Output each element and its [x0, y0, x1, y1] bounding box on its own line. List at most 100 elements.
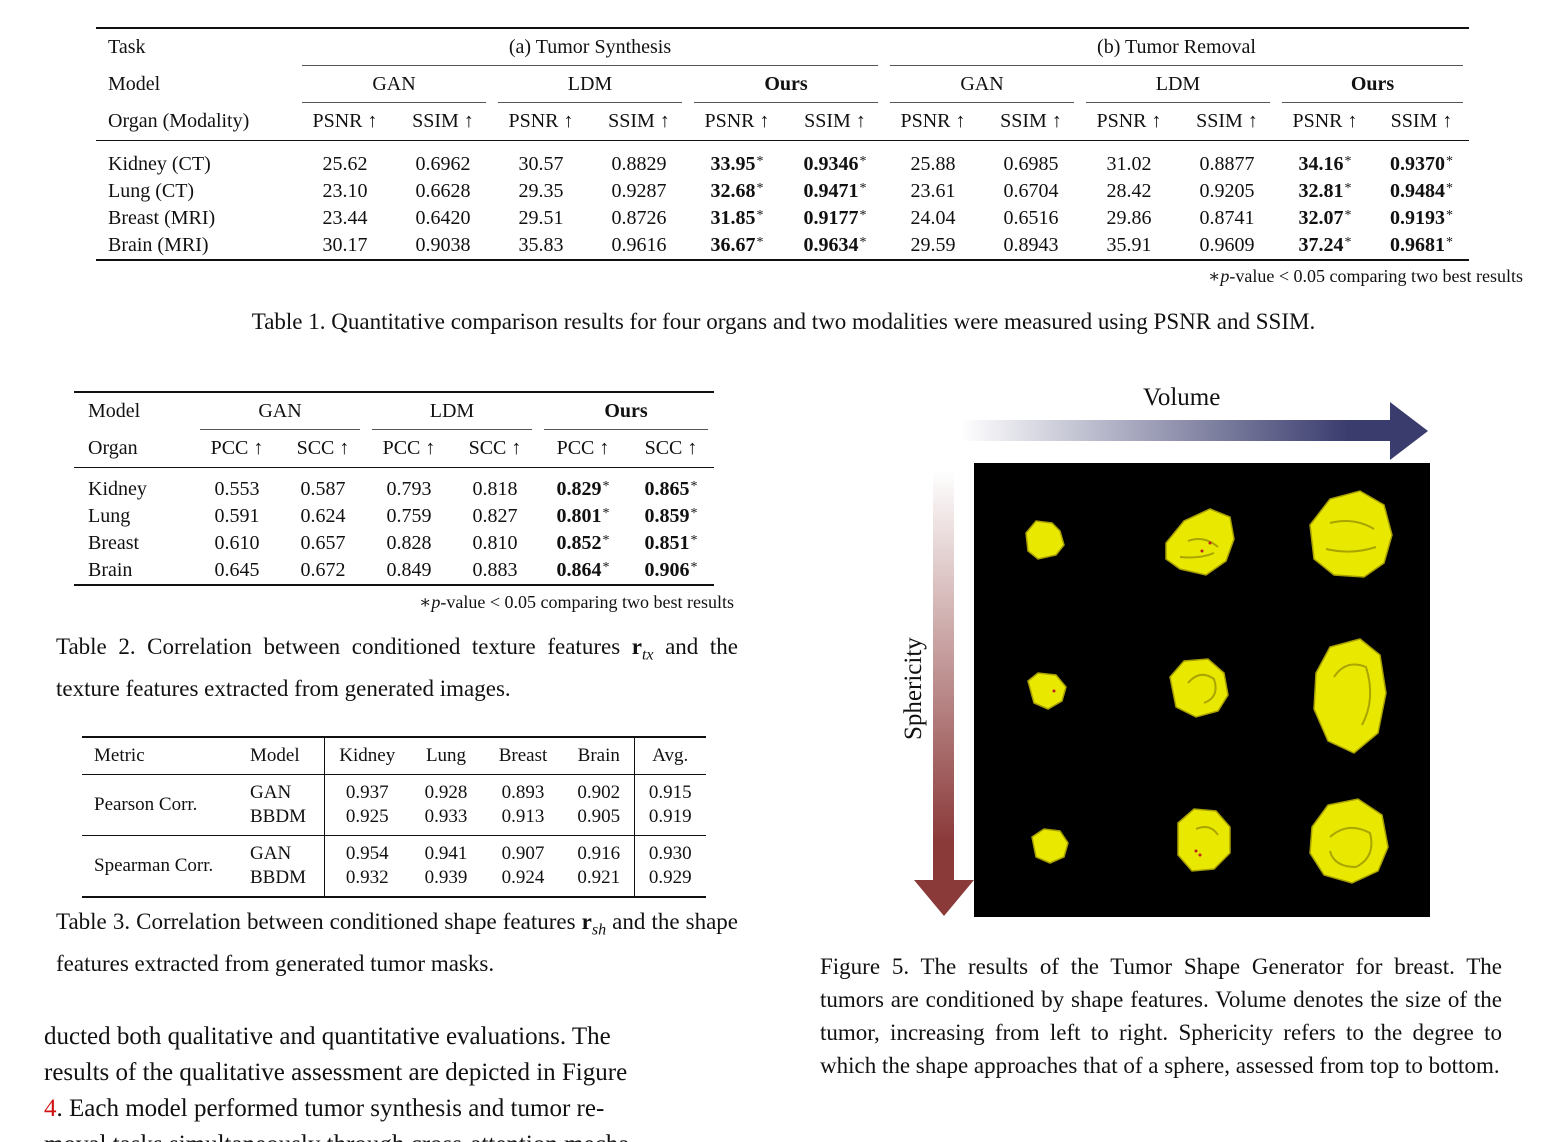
- value-cell: 0.851*: [644, 532, 698, 554]
- value-cell: 0.932: [323, 866, 410, 897]
- value-cell: 32.68*: [710, 180, 764, 202]
- value-cell: 28.42: [1106, 180, 1152, 202]
- task-label: Task: [108, 36, 146, 58]
- metric-header: PSNR ↑: [688, 103, 786, 141]
- metric-header: SCC ↑: [628, 430, 714, 468]
- organ-cell: Breast (MRI): [108, 207, 216, 229]
- figure-ref-link[interactable]: 4: [44, 1095, 57, 1122]
- value-cell: 31.02: [1106, 153, 1152, 175]
- value-cell: 25.88: [910, 153, 956, 175]
- organ-label: Organ: [74, 430, 194, 468]
- tumor-medium-low-sphericity: [1165, 508, 1235, 576]
- metric-header: SSIM ↑: [394, 103, 492, 141]
- metric-header: PSNR ↑: [1080, 103, 1178, 141]
- value-cell: 35.83: [518, 234, 564, 256]
- value-cell: 0.9484*: [1390, 180, 1453, 202]
- value-cell: 31.85*: [710, 207, 764, 229]
- metric-cell: Spearman Corr.: [82, 835, 238, 897]
- value-cell: 0.8943: [1003, 234, 1059, 256]
- table-row: Spearman Corr. GAN 0.954 0.941 0.907 0.916 0.9…: [82, 835, 706, 897]
- value-cell: 0.827: [472, 505, 518, 527]
- value-cell: 0.610: [214, 532, 260, 554]
- value-cell: 30.17: [322, 234, 368, 256]
- model-header-ldm: LDM: [492, 66, 688, 103]
- metric-cell: Pearson Corr.: [94, 794, 198, 815]
- table-2-caption: Table 2. Correlation between conditioned…: [56, 634, 738, 701]
- value-cell: 0.906*: [644, 559, 698, 581]
- value-cell: 0.941: [410, 835, 482, 866]
- table-row: Lung 0.591 0.624 0.759 0.827 0.801* 0.859*: [74, 503, 714, 530]
- value-cell: 0.8829: [611, 153, 667, 175]
- value-cell: 34.16*: [1298, 153, 1352, 175]
- value-cell: 29.59: [910, 234, 956, 256]
- value-cell: 0.672: [300, 559, 346, 581]
- value-cell: 0.9471*: [803, 180, 867, 202]
- sphericity-axis-label: Sphericity: [900, 637, 927, 740]
- value-cell: 30.57: [518, 153, 564, 175]
- sphericity-arrow: [914, 470, 974, 916]
- organ-cell: Brain: [88, 559, 133, 581]
- value-cell: 36.67*: [710, 234, 764, 256]
- model-cell: GAN: [238, 835, 324, 866]
- value-cell: 0.849: [386, 559, 432, 581]
- value-cell: 0.624: [300, 505, 346, 527]
- value-cell: 23.44: [322, 207, 368, 229]
- value-cell: 0.954: [323, 835, 410, 866]
- tumor-large-low-sphericity: [1309, 490, 1393, 578]
- volume-arrow: [960, 402, 1428, 460]
- value-cell: 0.939: [424, 867, 468, 888]
- tumor-medium-medium-sphericity: [1169, 658, 1229, 718]
- value-cell: 0.907: [482, 835, 564, 866]
- value-cell: 0.9634*: [803, 234, 867, 256]
- value-cell: 33.95*: [710, 153, 764, 175]
- group-a-header: (a) Tumor Synthesis: [296, 28, 884, 66]
- value-cell: 0.902: [577, 782, 621, 803]
- value-cell: 37.24*: [1298, 234, 1352, 256]
- model-label: Model: [108, 73, 161, 95]
- model-header-gan: GAN: [884, 66, 1080, 103]
- value-cell: 29.35: [518, 180, 564, 202]
- value-cell: 0.8726: [611, 207, 667, 229]
- table-row: Kidney 0.553 0.587 0.793 0.818 0.829* 0.865*: [74, 468, 714, 504]
- header-metric: Metric: [94, 745, 145, 766]
- value-cell: 0.553: [214, 478, 260, 500]
- model-header-ours: Ours: [688, 66, 884, 103]
- value-cell: 0.657: [300, 532, 346, 554]
- header-brain: Brain: [577, 745, 620, 766]
- model-cell: BBDM: [250, 806, 306, 827]
- metric-header: SCC ↑: [452, 430, 538, 468]
- value-cell: 32.81*: [1298, 180, 1352, 202]
- metric-header: SSIM ↑: [590, 103, 688, 141]
- value-cell: 0.925: [323, 805, 410, 836]
- model-label: Model: [88, 400, 141, 422]
- table-1-footnote: ∗p-value < 0.05 comparing two best resul…: [1208, 266, 1523, 286]
- tumor-small-low-sphericity: [1025, 520, 1065, 560]
- value-cell: 0.8741: [1199, 207, 1255, 229]
- body-paragraph: ducted both qualitative and quantitative…: [44, 1023, 638, 1142]
- header-kidney: Kidney: [323, 737, 410, 775]
- header-avg: Avg.: [633, 737, 706, 775]
- organ-cell: Kidney: [88, 478, 147, 500]
- value-cell: 0.913: [501, 806, 545, 827]
- value-cell: 0.6985: [1003, 153, 1059, 175]
- metric-header: SSIM ↑: [786, 103, 884, 141]
- value-cell: 35.91: [1106, 234, 1152, 256]
- value-cell: 0.9193*: [1390, 207, 1453, 229]
- model-header-ours: Ours: [1276, 66, 1469, 103]
- organ-cell: Brain (MRI): [108, 234, 209, 256]
- table-row: BBDM 0.925 0.933 0.913 0.905 0.919: [82, 805, 706, 836]
- value-cell: 24.04: [910, 207, 956, 229]
- value-cell: 0.905: [577, 806, 621, 827]
- table-row: Brain (MRI) 30.17 0.9038 35.83 0.9616 36.67* 0…: [96, 232, 1469, 260]
- metric-header: SSIM ↑: [1374, 103, 1469, 141]
- value-cell: 0.893: [501, 782, 545, 803]
- figure-5-caption: Figure 5. The results of the Tumor Shape…: [820, 954, 1502, 1078]
- value-cell: 0.587: [300, 478, 346, 500]
- value-cell: 0.6420: [415, 207, 471, 229]
- metric-header: PSNR ↑: [492, 103, 590, 141]
- model-header-gan: GAN: [296, 66, 492, 103]
- value-cell: 0.9616: [611, 234, 667, 256]
- metric-header: PCC ↑: [194, 430, 280, 468]
- metric-header: PSNR ↑: [1276, 103, 1374, 141]
- table-row: Breast (MRI) 23.44 0.6420 29.51 0.8726 31.85*…: [96, 205, 1469, 232]
